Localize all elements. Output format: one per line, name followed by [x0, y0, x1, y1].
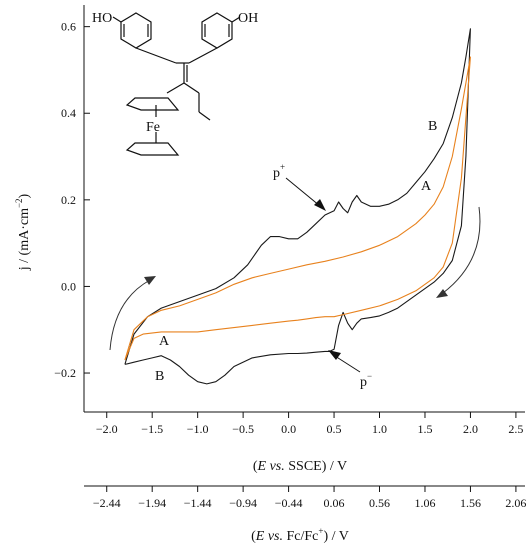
x2-tick-label: 2.06: [505, 496, 526, 510]
x-tick-label: 1.0: [372, 422, 387, 436]
peak-label-p-minus: p−: [360, 371, 372, 390]
y-tick-label: 0.6: [61, 20, 76, 34]
y-tick-label: 0.0: [61, 279, 76, 293]
axes-layer: [83, 5, 525, 487]
x-axis-label: (E vs. SSCE) / V: [253, 459, 347, 474]
series-line-b: [124, 28, 471, 385]
x-tick-label: −0.5: [232, 422, 254, 436]
y-tick-label: 0.2: [61, 193, 76, 207]
x2-tick-label: 0.56: [369, 496, 390, 510]
molecule-fe-label: Fe: [146, 120, 160, 135]
x2-tick-label: −0.94: [229, 496, 257, 510]
molecule-ho-label: HO: [92, 11, 112, 26]
curve-label-a-top: A: [421, 179, 432, 194]
x-tick-label: −2.0: [96, 422, 118, 436]
x-tick-label: 0.0: [281, 422, 296, 436]
x2-tick-label: −1.44: [184, 496, 212, 510]
x2-axis-label: (E vs. Fc/Fc+) / V: [251, 526, 349, 544]
curve-label-b-top: B: [428, 119, 437, 134]
p-minus-arrow: [334, 355, 361, 373]
p-minus-arrowhead: [328, 350, 341, 360]
x-tick-label: 2.5: [508, 422, 523, 436]
scan-direction-arrowhead-left: [144, 276, 156, 285]
scan-direction-arrowhead-right: [436, 289, 448, 298]
x2-tick-label: −1.94: [138, 496, 166, 510]
x2-tick-label: 1.56: [460, 496, 481, 510]
y-tick-label: 0.4: [61, 106, 76, 120]
molecule-oh-label: OH: [238, 11, 258, 26]
series-line-a: [124, 56, 471, 361]
x2-tick-label: 1.06: [414, 496, 435, 510]
ticks-layer: −0.2 0.0 0.2 0.4 0.6 −2.0 −1.5 −1.0 −0.5 0.0 0.5 1.…: [54, 20, 526, 510]
x-tick-label: −1.0: [187, 422, 209, 436]
x-tick-label: 2.0: [463, 422, 478, 436]
curve-label-b-bottom: B: [155, 369, 164, 384]
p-plus-arrowhead: [314, 199, 326, 211]
x2-tick-label: −0.44: [275, 496, 303, 510]
curve-label-a-bottom: A: [159, 334, 170, 349]
molecule-structure: [112, 12, 241, 156]
x2-tick-label: −2.44: [93, 496, 121, 510]
scan-direction-arrow-left: [109, 279, 151, 351]
x-tick-label: 0.5: [327, 422, 342, 436]
x2-tick-label: 0.06: [324, 496, 345, 510]
curves-layer: [124, 28, 471, 385]
x-tick-label: −1.5: [141, 422, 163, 436]
peak-label-p-plus: p+: [273, 162, 285, 181]
p-plus-arrow: [285, 177, 321, 207]
y-axis-label: j / (mA·cm−2): [14, 193, 32, 271]
x-tick-label: 1.5: [417, 422, 432, 436]
y-tick-label: −0.2: [54, 366, 76, 380]
scan-direction-arrow-right: [442, 206, 481, 294]
